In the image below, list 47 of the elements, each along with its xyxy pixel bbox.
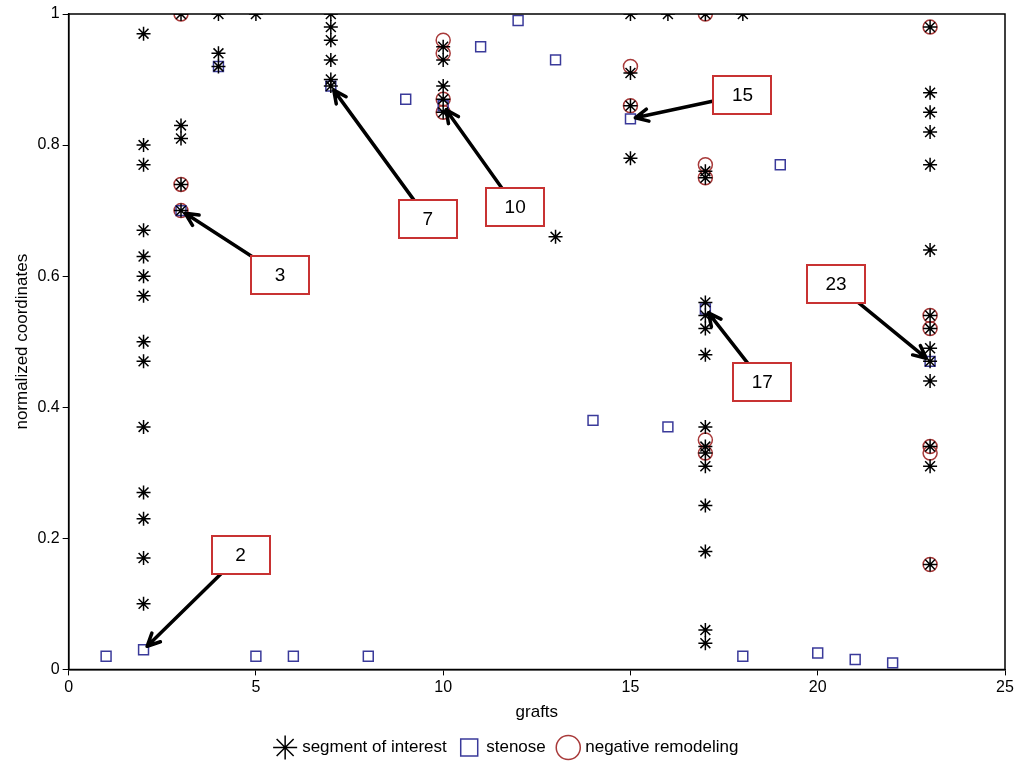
point [400,93,412,105]
point [435,32,451,48]
legend-label: negative remodeling [585,737,739,757]
y-tick-label: 0 [50,659,60,677]
point [774,159,786,171]
point [849,653,861,666]
point [137,644,150,656]
point [737,650,749,662]
y-tick-label: 0.6 [37,266,60,284]
x-tick-label: 25 [996,678,1014,696]
x-axis-title: grafts [515,702,559,722]
x-tick-label: 20 [808,678,827,696]
point [699,303,712,315]
annotation: 15 [712,74,773,115]
point [697,432,714,448]
y-tick-label: 1 [50,4,60,22]
point [362,650,374,662]
point [812,647,824,659]
x-tick-label: 15 [621,678,640,696]
annotation: 3 [250,254,310,295]
point [886,657,899,669]
annotation: 2 [210,534,271,575]
y-tick-label: 0.4 [37,397,60,415]
x-tick-label: 5 [251,678,261,696]
annotation: 10 [485,186,546,227]
point [250,650,262,662]
point [662,421,674,433]
point [922,445,938,461]
annotation: 7 [397,199,458,240]
point [697,156,714,173]
point [100,650,112,662]
x-tick-label: 10 [434,678,453,696]
y-tick-label: 0.2 [37,528,60,546]
y-tick-label: 0.8 [37,135,60,153]
x-tick-label: 0 [64,678,74,696]
point [474,41,487,53]
point [287,650,300,662]
point [622,58,639,75]
point [512,14,524,27]
point [549,54,562,66]
annotation: 17 [732,361,793,402]
annotation: 23 [806,264,867,305]
point [587,414,599,427]
legend-label: stenose [486,737,546,757]
legend-label: segment of interest [302,737,447,757]
y-axis-title: normalized coordinates [11,253,31,430]
point [624,113,637,125]
